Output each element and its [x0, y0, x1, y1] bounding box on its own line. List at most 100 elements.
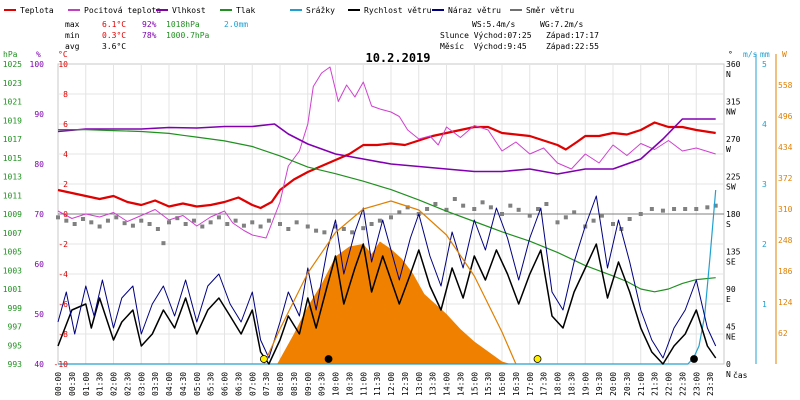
- stat-wg: WG:7.2m/s: [540, 20, 584, 29]
- chart-title: 10.2.2019: [365, 51, 430, 65]
- wind-direction-point: [461, 203, 466, 208]
- hpa-tick-label: 1007: [3, 229, 22, 238]
- moonrise-marker: [324, 355, 333, 363]
- wind-direction-point: [425, 207, 430, 211]
- hpa-tick-label: 993: [8, 360, 23, 369]
- wind-direction-point: [225, 222, 230, 226]
- time-tick-label: 02:30: [123, 372, 132, 396]
- temp-tick-label: 8: [63, 90, 68, 99]
- time-tick-label: 19:00: [581, 372, 590, 396]
- time-tick-label: 16:00: [498, 372, 507, 396]
- humidity-tick-label: 100: [30, 60, 45, 69]
- time-tick-label: 16:30: [512, 372, 521, 396]
- time-tick-label: 20:00: [609, 372, 618, 396]
- stat-max-press: 1018hPa: [166, 20, 200, 29]
- time-tick-label: 03:00: [137, 372, 146, 396]
- direction-tick-label: 90: [726, 285, 736, 294]
- time-tick-label: 22:00: [665, 372, 674, 396]
- wind-direction-point: [305, 224, 310, 229]
- time-tick-label: 21:30: [651, 372, 660, 396]
- wind-direction-point: [80, 217, 85, 221]
- stat-max-label: max: [65, 20, 80, 29]
- time-tick-label: 09:30: [318, 372, 327, 396]
- wind-direction-point: [544, 202, 549, 206]
- time-tick-label: 11:30: [373, 372, 382, 396]
- time-tick-label: 22:30: [678, 372, 687, 396]
- wind-direction-point: [555, 220, 560, 225]
- wind-direction-point: [683, 207, 688, 211]
- wind-direction-point: [72, 222, 77, 226]
- time-tick-label: 13:00: [415, 372, 424, 396]
- time-tick-label: 01:30: [96, 372, 105, 396]
- wind-direction-point: [389, 215, 393, 220]
- wind-direction-point: [472, 207, 477, 211]
- solar-tick-label: 434: [778, 143, 793, 152]
- solar-tick-label: 496: [778, 112, 793, 121]
- wind-direction-point: [200, 224, 205, 229]
- hpa-tick-label: 1005: [3, 248, 22, 257]
- time-tick-label: 15:30: [484, 372, 493, 396]
- time-tick-label: 20:30: [623, 372, 632, 396]
- wind-direction-point: [452, 197, 457, 201]
- humidity-tick-label: 90: [34, 110, 44, 119]
- legend-label: Tlak: [236, 6, 255, 15]
- wind-tick-label: 4: [762, 120, 767, 129]
- axis-unit-label: m/s: [743, 50, 758, 59]
- direction-tick-label: SE: [726, 258, 736, 267]
- solar-tick-label: 248: [778, 236, 793, 245]
- legend-label: Rychlost větru: [364, 6, 432, 15]
- time-tick-label: 07:00: [248, 372, 257, 396]
- legend-label: Pocitová teplota: [84, 6, 161, 15]
- wind-direction-point: [361, 226, 366, 231]
- series-rain: [58, 189, 717, 365]
- stat-sun: Slunce Východ:07:25 Západ:17:17: [440, 31, 599, 40]
- wind-direction-point: [638, 212, 643, 216]
- stat-min-label: min: [65, 31, 80, 40]
- wind-direction-point: [333, 224, 338, 229]
- legend: Teplota Pocitová teplota Vlhkost Tlak Srážky…: [4, 6, 574, 15]
- direction-tick-label: 135: [726, 248, 741, 257]
- temp-tick-label: -6: [58, 300, 68, 309]
- hpa-tick-label: 1019: [3, 116, 22, 125]
- stat-min-press: 1000.7hPa: [166, 31, 210, 40]
- wind-direction-point: [591, 218, 596, 223]
- wind-direction-point: [694, 207, 699, 211]
- direction-tick-label: SW: [726, 183, 736, 192]
- stats-block: max 6.1°C 92% 1018hPa 2.0mm min 0.3°C 78…: [65, 20, 599, 51]
- sunrise-marker: [260, 355, 268, 363]
- axis-unit-label: %: [36, 50, 41, 59]
- wind-direction-point: [516, 207, 521, 212]
- hpa-tick-label: 995: [8, 341, 23, 350]
- direction-tick-label: W: [726, 145, 731, 154]
- wind-tick-label: 5: [762, 60, 767, 69]
- hpa-tick-label: 1001: [3, 285, 22, 294]
- solar-tick-label: 124: [778, 298, 793, 307]
- time-tick-label: 21:00: [637, 372, 646, 396]
- time-tick-label: 11:00: [359, 372, 368, 396]
- wind-direction-point: [322, 230, 327, 235]
- time-tick-label: 08:30: [290, 372, 299, 396]
- time-tick-label: 19:30: [595, 372, 604, 396]
- wind-direction-point: [341, 227, 346, 231]
- wind-direction-point: [314, 228, 319, 233]
- time-tick-label: 15:00: [470, 372, 479, 396]
- wind-direction-point: [97, 224, 102, 229]
- sunset-marker: [533, 355, 542, 363]
- wind-direction-point: [250, 220, 255, 225]
- legend-label: Srážky: [306, 6, 335, 15]
- wind-direction-point: [161, 241, 166, 246]
- wind-direction-point: [155, 227, 160, 231]
- wind-direction-point: [649, 207, 654, 211]
- stat-ws: WS:5.4m/s: [472, 20, 516, 29]
- solar-tick-label: 62: [778, 329, 788, 338]
- stat-min-temp: 0.3°C: [102, 31, 126, 40]
- wind-direction-point: [216, 215, 221, 220]
- hpa-tick-label: 1009: [3, 210, 22, 219]
- wind-direction-point: [64, 218, 69, 223]
- series-temp: [57, 121, 716, 210]
- moonset-marker: [690, 355, 698, 363]
- hpa-tick-label: 1003: [3, 266, 22, 275]
- time-tick-label: 01:00: [82, 372, 91, 396]
- solar-radiation-area: [277, 241, 511, 364]
- time-tick-label: 06:30: [234, 372, 243, 396]
